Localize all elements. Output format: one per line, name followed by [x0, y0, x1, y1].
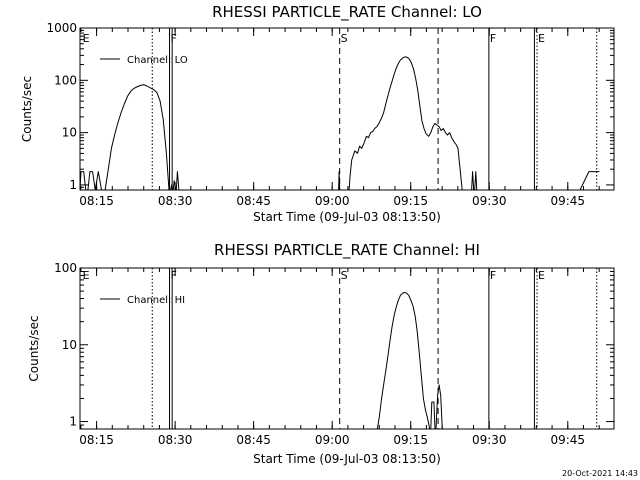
x-tick-label: 09:00 [315, 433, 350, 447]
event-marker-label: F [490, 32, 496, 45]
x-tick-label: 09:15 [393, 433, 428, 447]
plot-frame [79, 27, 615, 191]
x-tick-label: 08:45 [236, 194, 271, 208]
event-marker-label: E [83, 32, 90, 45]
series-line [79, 56, 600, 191]
event-marker-label: E [83, 269, 90, 282]
y-tick-label: 10 [62, 338, 77, 352]
x-tick-label: 09:30 [472, 194, 507, 208]
x-tick-label: 09:15 [393, 194, 428, 208]
y-tick-label: 1 [69, 415, 77, 429]
x-axis-label: Start Time (09-Jul-03 08:13:50) [253, 210, 441, 224]
y-tick-label: 100 [54, 73, 77, 87]
event-marker-label: F [171, 269, 177, 282]
footer-timestamp: 20-Oct-2021 14:43 [562, 469, 638, 478]
event-marker-label: S [341, 32, 348, 45]
x-tick-label: 08:30 [158, 194, 193, 208]
x-tick-label: 09:45 [550, 194, 585, 208]
x-tick-label: 09:30 [472, 433, 507, 447]
series-line [376, 292, 443, 430]
y-tick-label: 1 [69, 178, 77, 192]
event-marker-label: F [171, 32, 177, 45]
panel-lo: RHESSI PARTICLE_RATE Channel: LO 08:15 08:… [20, 3, 615, 224]
plot-frame [79, 267, 615, 430]
x-axis-label: Start Time (09-Jul-03 08:13:50) [253, 452, 441, 466]
panel-hi: RHESSI PARTICLE_RATE Channel: HI 08:15 08:… [27, 241, 615, 466]
chart-title: RHESSI PARTICLE_RATE Channel: LO [212, 3, 482, 22]
legend-label: Channel: HI [127, 295, 185, 306]
x-tick-label: 09:45 [550, 433, 585, 447]
event-marker-label: E [538, 32, 545, 45]
x-tick-label: 08:30 [158, 433, 193, 447]
y-axis-label: Counts/sec [20, 76, 34, 142]
y-tick-label: 1000 [46, 21, 77, 35]
event-marker-label: S [341, 269, 348, 282]
x-tick-label: 08:15 [79, 194, 114, 208]
x-tick-label: 08:15 [79, 433, 114, 447]
y-tick-label: 10 [62, 126, 77, 140]
event-marker-label: E [538, 269, 545, 282]
event-marker-label: F [490, 269, 496, 282]
x-tick-label: 09:00 [315, 194, 350, 208]
chart-title: RHESSI PARTICLE_RATE Channel: HI [214, 241, 480, 260]
y-axis-label: Counts/sec [27, 315, 41, 381]
y-tick-label: 100 [54, 261, 77, 275]
legend-label: Channel: LO [127, 55, 188, 66]
x-tick-label: 08:45 [236, 433, 271, 447]
